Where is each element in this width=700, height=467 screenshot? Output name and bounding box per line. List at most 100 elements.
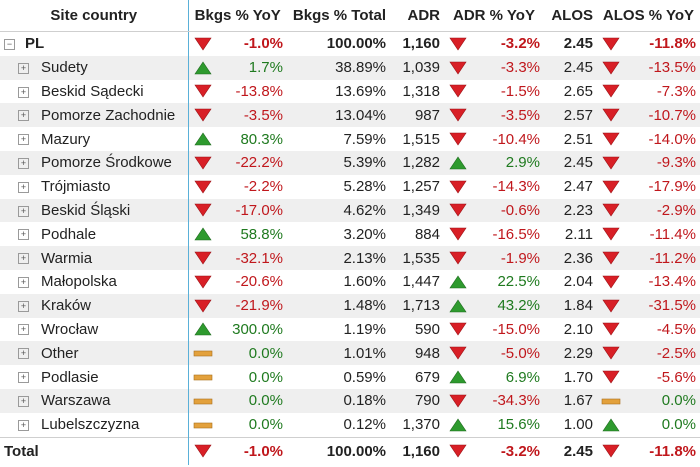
bar-flat-icon — [193, 393, 213, 409]
expand-icon[interactable]: + — [18, 395, 29, 407]
bkgs-yoy-cell: -32.1% — [188, 246, 287, 270]
bkgs-total-cell: 7.59% — [343, 130, 386, 148]
bkgs-yoy-cell: 58.8% — [188, 222, 287, 246]
col-header-adr[interactable]: ADR — [390, 0, 444, 32]
adr-yoy-cell: 43.2% — [444, 293, 544, 318]
alos-yoy-cell: -4.5% — [597, 318, 700, 342]
bkgs-yoy-value: -32.1% — [235, 249, 283, 267]
adr-cell: 679 — [414, 368, 440, 386]
bkgs-yoy-cell: -13.8% — [188, 80, 287, 104]
expand-icon[interactable]: + — [18, 419, 29, 431]
bkgs-yoy-value: -22.2% — [235, 154, 283, 172]
bkgs-total-cell: 13.04% — [287, 103, 390, 128]
adr-yoy-cell: 2.9% — [444, 150, 544, 175]
site-country-label: Podhale — [41, 225, 97, 243]
bkgs-yoy-cell: 300.0% — [188, 318, 287, 342]
triangle-down-icon — [601, 83, 621, 99]
alos-yoy-value: -11.8% — [649, 442, 696, 460]
collapse-icon[interactable]: − — [4, 38, 15, 50]
expand-icon[interactable]: + — [18, 372, 29, 384]
alos-yoy-cell: -11.8% — [597, 32, 700, 56]
table-row[interactable]: + Małopolska -20.6% 1.60% 1,447 22.5% 2.04 -13.… — [0, 269, 700, 294]
expand-icon[interactable]: + — [18, 276, 29, 288]
site-country-cell: + Podhale — [0, 222, 189, 247]
triangle-down-icon — [601, 369, 621, 385]
table-row[interactable]: + Warmia -32.1% 2.13% 1,535 -1.9% 2.36 -11.2% — [0, 246, 700, 270]
triangle-up-icon — [193, 131, 213, 147]
triangle-down-icon — [193, 274, 213, 290]
expand-icon[interactable]: + — [18, 300, 29, 312]
adr-cell: 1,535 — [390, 246, 444, 270]
triangle-down-icon — [193, 155, 213, 171]
bkgs-yoy-cell: -22.2% — [188, 150, 287, 175]
table-row[interactable]: + Pomorze Zachodnie -3.5% 13.04% 987 -3.5% 2.5… — [0, 103, 700, 128]
col-header-site-country[interactable]: Site country — [0, 0, 189, 32]
adr-yoy-value: -34.3% — [492, 392, 540, 410]
alos-cell: 1.70 — [563, 368, 593, 386]
site-country-cell: + Beskid Sądecki — [0, 79, 189, 104]
table-row[interactable]: + Trójmiasto -2.2% 5.28% 1,257 -14.3% 2.47 -17.… — [0, 174, 700, 199]
bkgs-yoy-value: -2.2% — [243, 178, 283, 196]
bkgs-yoy-value: 0.0% — [248, 368, 283, 386]
expand-icon[interactable]: + — [18, 110, 29, 122]
table-row[interactable]: + Podhale 58.8% 3.20% 884 -16.5% 2.11 -11.4% — [0, 222, 700, 247]
expand-icon[interactable]: + — [18, 157, 29, 169]
expand-icon[interactable]: + — [18, 205, 29, 217]
adr-yoy-cell: -15.0% — [444, 318, 544, 342]
expand-icon[interactable]: + — [18, 324, 29, 336]
adr-yoy-cell: -3.2% — [444, 436, 544, 465]
bkgs-yoy-value: -13.8% — [235, 82, 283, 100]
table-row[interactable]: + Sudety 1.7% 38.89% 1,039 -3.3% 2.45 -13.5% — [0, 55, 700, 80]
alos-cell: 2.29 — [544, 341, 597, 366]
bkgs-yoy-cell: 0.0% — [188, 413, 287, 437]
total-row[interactable]: Total -1.0% 100.00% 1,160 -3.2% 2.45 -11.8% — [0, 436, 700, 465]
table-row[interactable]: + Lubelszczyzna 0.0% 0.12% 1,370 15.6% 1.00 0.0… — [0, 412, 700, 438]
alos-yoy-cell: -9.3% — [597, 150, 700, 175]
triangle-down-icon — [601, 107, 621, 123]
expand-icon[interactable]: + — [18, 253, 29, 265]
site-country-label: Pomorze Środkowe — [41, 154, 172, 172]
alos-cell: 2.45 — [544, 436, 597, 465]
col-header-bkgs-yoy[interactable]: Bkgs % YoY — [188, 0, 287, 32]
col-header-bkgs-total[interactable]: Bkgs % Total — [287, 0, 390, 32]
expand-icon[interactable]: + — [18, 62, 29, 74]
table-row[interactable]: + Mazury 80.3% 7.59% 1,515 -10.4% 2.51 -14.0% — [0, 127, 700, 151]
bkgs-yoy-cell: -3.5% — [188, 103, 287, 128]
alos-cell: 2.65 — [563, 82, 593, 100]
site-country-cell: + Wrocław — [0, 317, 189, 342]
col-header-adr-yoy[interactable]: ADR % YoY — [444, 0, 544, 32]
triangle-down-icon — [448, 226, 468, 242]
table-row[interactable]: + Wrocław 300.0% 1.19% 590 -15.0% 2.10 -4.5% — [0, 317, 700, 342]
bkgs-total-cell: 0.59% — [343, 368, 386, 386]
table-row[interactable]: + Kraków -21.9% 1.48% 1,713 43.2% 1.84 -31.5% — [0, 293, 700, 318]
col-header-alos-yoy[interactable]: ALOS % YoY — [597, 0, 700, 32]
col-header-alos[interactable]: ALOS — [544, 0, 597, 32]
bkgs-total-cell: 100.00% — [326, 35, 386, 53]
table-row[interactable]: + Beskid Sądecki -13.8% 13.69% 1,318 -1.5% 2.6… — [0, 79, 700, 104]
adr-cell: 1,713 — [390, 293, 444, 318]
alos-cell: 2.57 — [544, 103, 597, 128]
expand-icon[interactable]: + — [18, 348, 29, 360]
bkgs-total-cell: 4.62% — [287, 198, 390, 223]
alos-cell: 2.04 — [563, 273, 593, 291]
alos-cell: 2.10 — [563, 320, 593, 338]
adr-cell: 1,160 — [402, 35, 440, 53]
adr-yoy-value: 6.9% — [505, 368, 540, 386]
table-row[interactable]: − PL -1.0% 100.00% 1,160 -3.2% 2.45 -11.8% — [0, 31, 700, 56]
expand-icon[interactable]: + — [18, 86, 29, 98]
alos-yoy-value: -14.0% — [648, 130, 696, 148]
triangle-down-icon — [193, 179, 213, 195]
table-row[interactable]: + Beskid Śląski -17.0% 4.62% 1,349 -0.6% 2.23 -… — [0, 198, 700, 223]
bkgs-yoy-value: 0.0% — [248, 344, 283, 362]
alos-cell: 1.00 — [563, 416, 593, 434]
table-row[interactable]: + Warszawa 0.0% 0.18% 790 -34.3% 1.67 0.0% — [0, 388, 700, 413]
expand-icon[interactable]: + — [18, 181, 29, 193]
expand-icon[interactable]: + — [18, 134, 29, 146]
triangle-down-icon — [601, 345, 621, 361]
bkgs-total-cell: 2.13% — [287, 246, 390, 270]
expand-icon[interactable]: + — [18, 229, 29, 241]
table-row[interactable]: + Podlasie 0.0% 0.59% 679 6.9% 1.70 -5.6% — [0, 365, 700, 389]
table-row[interactable]: + Other 0.0% 1.01% 948 -5.0% 2.29 -2.5% — [0, 341, 700, 366]
bkgs-yoy-cell: 1.7% — [188, 55, 287, 80]
table-row[interactable]: + Pomorze Środkowe -22.2% 5.39% 1,282 2.9% 2.4… — [0, 150, 700, 175]
